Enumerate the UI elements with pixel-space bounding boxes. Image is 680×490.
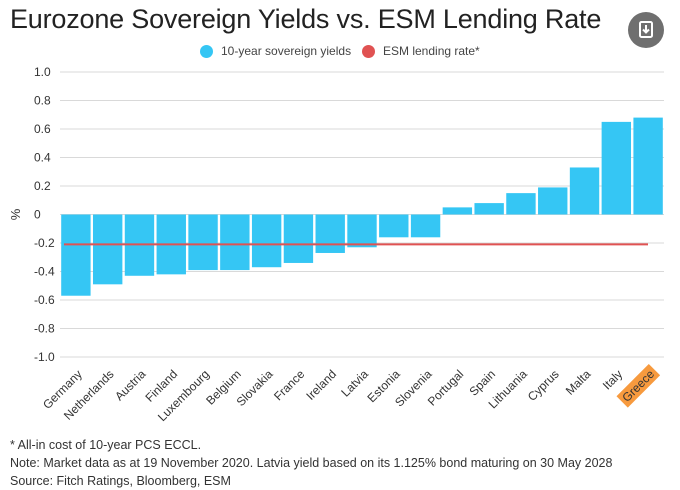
legend-item-yields[interactable]: 10-year sovereign yields — [200, 44, 351, 58]
y-axis-label: % — [8, 208, 23, 220]
bar-slovakia — [251, 214, 282, 268]
bar-ireland — [315, 214, 345, 253]
notes: * All-in cost of 10-year PCS ECCL. Note:… — [10, 436, 612, 490]
y-tick-label: 0.6 — [34, 122, 51, 136]
y-tick-label: -0.4 — [34, 265, 55, 279]
y-tick-label: -0.2 — [34, 236, 55, 250]
y-tick-label: -1.0 — [34, 350, 55, 364]
x-tick-label: Malta — [563, 367, 594, 398]
legend-item-esm[interactable]: ESM lending rate* — [362, 44, 480, 58]
x-tick-label-group: Ireland — [303, 367, 339, 403]
x-tick-label-group: Austria — [112, 367, 149, 404]
bar-cyprus — [538, 187, 568, 215]
y-tick-label: 1.0 — [34, 65, 51, 79]
bar-lithuania — [506, 193, 536, 215]
legend-swatch-yields — [200, 44, 213, 58]
y-tick-label: 0.8 — [34, 94, 51, 108]
x-tick-label: France — [271, 367, 308, 404]
highlight-marker — [616, 363, 661, 408]
bar-italy — [601, 121, 632, 215]
bar-malta — [569, 167, 600, 215]
bar-latvia — [347, 214, 377, 248]
x-tick-label-group: Portugal — [425, 367, 467, 409]
y-tick-label: 0.2 — [34, 179, 51, 193]
x-tick-label: Ireland — [303, 367, 339, 403]
bar-netherlands — [92, 214, 123, 285]
bar-portugal — [442, 207, 473, 215]
x-tick-label-group: Greece — [616, 363, 661, 408]
legend-swatch-esm — [362, 44, 375, 58]
bar-spain — [474, 203, 504, 215]
x-tick-label-group: Italy — [600, 367, 625, 392]
y-tick-label: -0.6 — [34, 293, 55, 307]
y-tick-label: 0.4 — [34, 151, 51, 165]
y-tick-label: -0.8 — [34, 322, 55, 336]
download-icon — [639, 21, 653, 38]
x-tick-label: Italy — [600, 367, 625, 392]
bar-france — [283, 214, 314, 263]
bar-estonia — [379, 214, 409, 238]
bar-greece — [633, 117, 663, 215]
bar-belgium — [220, 214, 250, 271]
legend-label-yields: 10-year sovereign yields — [221, 44, 352, 58]
legend-label-esm: ESM lending rate* — [383, 44, 480, 58]
x-tick-label: Cyprus — [525, 367, 562, 404]
bar-chart: 1.00.80.60.40.20-0.2-0.4-0.6-0.8-1.0%Ger… — [8, 65, 664, 424]
x-tick-label-group: France — [271, 367, 308, 404]
legend: 10-year sovereign yields ESM lending rat… — [0, 44, 680, 64]
bar-slovenia — [410, 214, 441, 238]
chart-title: Eurozone Sovereign Yields vs. ESM Lendin… — [10, 4, 602, 34]
source: Source: Fitch Ratings, Bloomberg, ESM — [10, 474, 231, 488]
download-button[interactable] — [628, 12, 664, 48]
note: Note: Market data as at 19 November 2020… — [10, 456, 613, 470]
bar-germany — [61, 214, 91, 296]
y-tick-label: 0 — [34, 208, 41, 222]
x-tick-label-group: Cyprus — [525, 367, 562, 404]
x-tick-label: Greece — [619, 367, 657, 405]
bar-luxembourg — [188, 214, 218, 271]
footnote: * All-in cost of 10-year PCS ECCL. — [10, 438, 202, 452]
x-tick-label: Austria — [112, 367, 149, 404]
x-tick-label-group: Malta — [563, 367, 594, 398]
x-tick-label: Portugal — [425, 367, 467, 409]
